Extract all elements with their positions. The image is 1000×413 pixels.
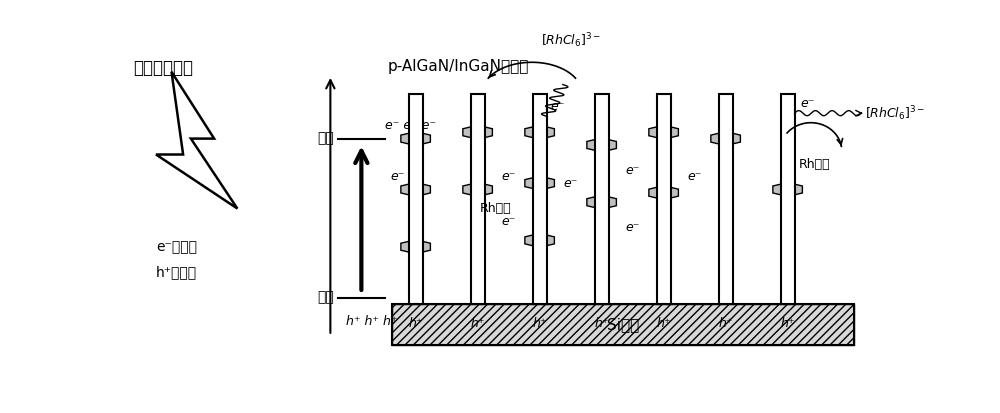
Text: e⁻：电子: e⁻：电子 — [156, 240, 197, 254]
Bar — [409, 94, 423, 304]
Text: $[RhCl_6]^{3-}$: $[RhCl_6]^{3-}$ — [541, 31, 601, 50]
Text: e⁻: e⁻ — [687, 170, 702, 183]
Text: 价带: 价带 — [318, 291, 334, 305]
Polygon shape — [587, 138, 616, 152]
Polygon shape — [525, 176, 554, 190]
Bar — [781, 94, 795, 304]
Polygon shape — [587, 195, 616, 209]
Text: e⁻: e⁻ — [501, 215, 516, 228]
Polygon shape — [463, 125, 492, 139]
Text: e⁻: e⁻ — [550, 100, 565, 113]
Text: p-AlGaN/InGaN纳米线: p-AlGaN/InGaN纳米线 — [388, 59, 529, 74]
Text: h⁺：空穴: h⁺：空穴 — [156, 265, 197, 279]
Text: Rh颗粒: Rh颗粒 — [480, 202, 512, 215]
Bar — [392, 304, 854, 345]
Polygon shape — [401, 132, 430, 146]
Text: e⁻: e⁻ — [625, 164, 640, 177]
Text: h⁺: h⁺ — [656, 317, 671, 330]
Bar — [657, 94, 671, 304]
Polygon shape — [525, 125, 554, 139]
Polygon shape — [401, 183, 430, 197]
Polygon shape — [773, 183, 802, 197]
Text: e⁻: e⁻ — [563, 177, 578, 190]
Text: h⁺: h⁺ — [780, 317, 795, 330]
Text: e⁻: e⁻ — [390, 170, 405, 183]
Text: 带隙对应光照: 带隙对应光照 — [133, 59, 193, 77]
Text: h⁺ h⁺ h⁺: h⁺ h⁺ h⁺ — [346, 315, 397, 328]
Polygon shape — [649, 125, 678, 139]
Bar — [392, 304, 854, 345]
Polygon shape — [401, 240, 430, 254]
Text: e⁻: e⁻ — [501, 170, 516, 183]
Text: h⁺: h⁺ — [470, 317, 485, 330]
Polygon shape — [711, 132, 740, 146]
Bar — [533, 94, 547, 304]
Text: h⁺: h⁺ — [718, 317, 733, 330]
Polygon shape — [649, 186, 678, 199]
Bar — [595, 94, 609, 304]
Text: h⁺: h⁺ — [594, 317, 609, 330]
Text: 导带: 导带 — [318, 132, 334, 146]
Text: h⁺: h⁺ — [532, 317, 547, 330]
Text: e⁻: e⁻ — [625, 221, 640, 234]
Text: e⁻: e⁻ — [801, 97, 815, 110]
Polygon shape — [525, 233, 554, 247]
Text: e⁻ e⁻ e⁻: e⁻ e⁻ e⁻ — [385, 119, 436, 132]
Polygon shape — [463, 183, 492, 197]
Bar — [471, 94, 485, 304]
Text: Rh颗粒: Rh颗粒 — [798, 157, 830, 171]
Text: h⁺: h⁺ — [408, 317, 423, 330]
Text: Si衬底: Si衬底 — [607, 317, 639, 332]
Text: $[RhCl_6]^{3-}$: $[RhCl_6]^{3-}$ — [865, 104, 925, 123]
Bar — [719, 94, 733, 304]
